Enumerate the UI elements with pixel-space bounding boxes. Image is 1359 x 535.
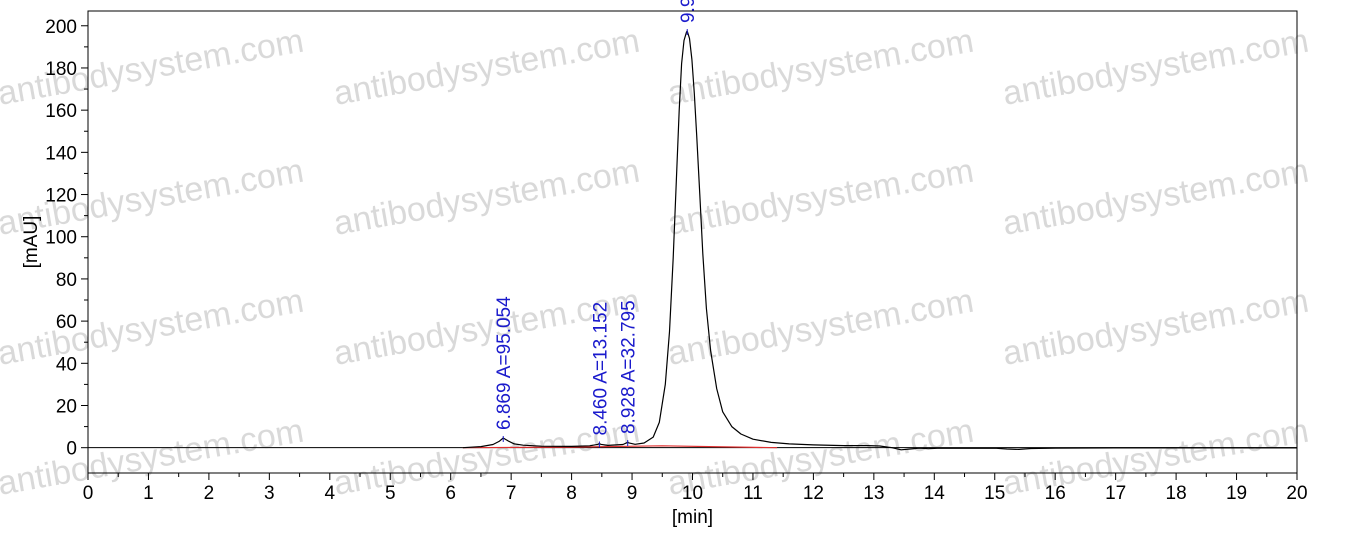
watermark-text: antibodysystem.com (1000, 22, 1312, 113)
baseline-layer (462, 445, 778, 449)
trace-layer (462, 30, 1297, 451)
x-tick-label: 10 (682, 483, 703, 504)
y-tick-label: 0 (66, 439, 77, 460)
x-tick-label: 8 (566, 483, 577, 504)
x-tick-label: 4 (325, 483, 336, 504)
peak-label: 8.460 A=13.152 (590, 302, 611, 436)
watermark-text: antibodysystem.com (1000, 152, 1312, 243)
x-axis-label: [min] (672, 507, 713, 528)
integration-baseline (462, 445, 778, 449)
watermark-text: antibodysystem.com (0, 282, 307, 373)
peak-label: 6.869 A=95.054 (494, 296, 515, 430)
x-tick-label: 3 (264, 483, 275, 504)
y-tick-label: 140 (45, 143, 77, 164)
x-axis: 0 1 2 3 4 5 6 7 8 9 10 11 12 13 14 15 16 17 18 19 20 (83, 473, 1308, 504)
x-tick-label: 19 (1226, 483, 1247, 504)
watermark-text: antibodysystem.com (665, 152, 977, 243)
x-tick-label: 0 (83, 483, 94, 504)
y-tick-label: 120 (45, 186, 77, 207)
x-tick-label: 17 (1105, 483, 1126, 504)
x-tick-label: 9 (627, 483, 638, 504)
x-tick-label: 12 (803, 483, 824, 504)
peak-annotations: 6.869 A=95.054 8.460 A=13.152 8.928 A=32.7… (494, 0, 699, 448)
y-tick-label: 80 (56, 270, 77, 291)
x-tick-label: 6 (445, 483, 456, 504)
y-tick-label: 200 (45, 17, 77, 38)
watermark-text: antibodysystem.com (1000, 282, 1312, 373)
x-tick-label: 20 (1286, 483, 1307, 504)
peak-label: 8.928 A=32.795 (619, 300, 640, 434)
y-tick-label: 100 (45, 228, 77, 249)
watermark-text: antibodysystem.com (331, 152, 643, 243)
x-tick-label: 16 (1045, 483, 1066, 504)
x-tick-label: 5 (385, 483, 396, 504)
x-tick-label: 7 (506, 483, 517, 504)
x-tick-label: 14 (924, 483, 946, 504)
y-tick-label: 20 (56, 396, 77, 417)
watermark-text: antibodysystem.com (331, 22, 643, 113)
x-tick-label: 11 (743, 483, 763, 504)
x-tick-label: 18 (1166, 483, 1187, 504)
y-tick-label: 180 (45, 59, 77, 80)
chromatogram-trace (462, 30, 1297, 451)
watermark-text: antibodysystem.com (665, 22, 977, 113)
peak-label: 9.913 A=4488.582 (678, 0, 699, 23)
x-tick-label: 1 (143, 483, 154, 504)
x-tick-label: 15 (984, 483, 1005, 504)
y-tick-label: 40 (56, 354, 77, 375)
x-tick-label: 2 (204, 483, 215, 504)
y-tick-label: 60 (56, 312, 77, 333)
x-tick-label: 13 (863, 483, 884, 504)
y-axis: 0 20 40 60 80 100 120 140 160 180 200 (45, 17, 88, 460)
y-axis-label: [mAU] (21, 216, 42, 269)
y-tick-label: 160 (45, 101, 77, 122)
